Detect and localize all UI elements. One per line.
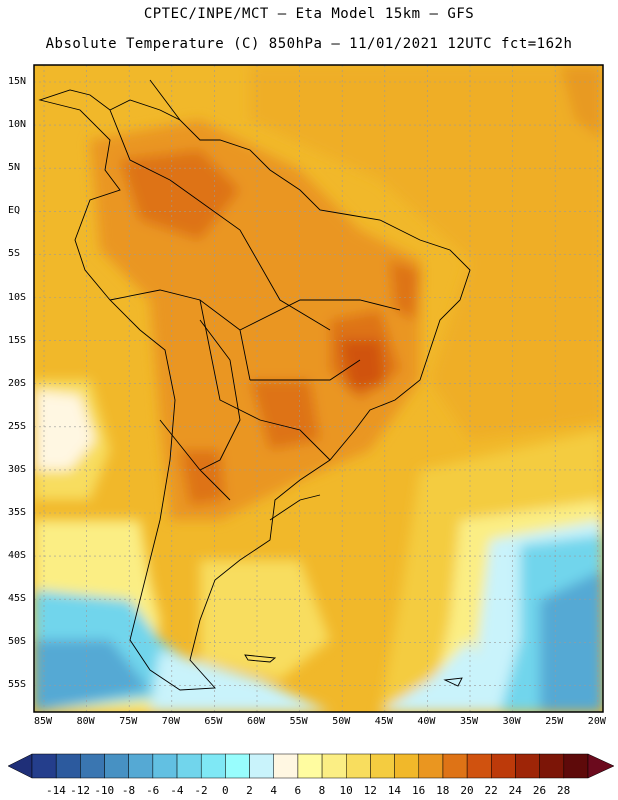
- colorbar-label: 28: [557, 784, 571, 797]
- colorbar-label: 20: [460, 784, 474, 797]
- colorbar-label: 8: [318, 784, 326, 797]
- colorbar-label: 14: [387, 784, 402, 797]
- lon-label: 55W: [289, 716, 308, 727]
- colorbar-label: 2: [246, 784, 253, 797]
- lat-label: 55S: [8, 679, 27, 691]
- colorbar-under-triangle: [7, 753, 33, 779]
- colorbar-swatch: [104, 753, 129, 779]
- lat-label: 20S: [8, 377, 27, 389]
- colorbar-label: -6: [146, 784, 160, 797]
- colorbar-swatch: [249, 753, 274, 779]
- colorbar-swatch: [225, 753, 250, 779]
- colorbar-swatch: [394, 753, 420, 779]
- colorbar-swatch: [128, 753, 154, 779]
- colorbar-over-triangle: [587, 753, 615, 779]
- lon-label: 20W: [587, 716, 606, 727]
- colorbar-label: -8: [121, 784, 136, 797]
- lat-label: EQ: [8, 205, 21, 217]
- lon-label: 35W: [460, 716, 479, 727]
- colorbar-label: -4: [170, 784, 184, 797]
- colorbar-label: 24: [508, 784, 522, 797]
- lon-label: 40W: [417, 716, 436, 727]
- colorbar-swatch: [200, 753, 226, 779]
- colorbar: [7, 753, 615, 779]
- colorbar-swatch: [466, 753, 492, 779]
- colorbar-swatch: [418, 753, 444, 779]
- lon-label: 85W: [34, 716, 53, 727]
- colorbar-swatch: [370, 753, 395, 779]
- lon-label: 50W: [332, 716, 351, 727]
- colorbar-swatch: [321, 753, 347, 779]
- lon-label: 60W: [247, 716, 266, 727]
- lat-label: 5N: [8, 162, 21, 174]
- temperature-field: [34, 65, 603, 712]
- colorbar-label: 26: [532, 784, 547, 797]
- colorbar-swatch: [515, 753, 540, 779]
- colorbar-swatch: [55, 753, 81, 779]
- lon-label: 65W: [204, 716, 223, 727]
- lon-label: 80W: [76, 716, 95, 727]
- lat-label: 45S: [8, 593, 27, 605]
- map-frame: [33, 64, 604, 713]
- colorbar-swatch: [539, 753, 565, 779]
- colorbar-swatch: [563, 753, 589, 779]
- lat-label: 40S: [8, 550, 27, 562]
- colorbar-label: 10: [339, 784, 353, 797]
- colorbar-label: 18: [436, 784, 450, 797]
- colorbar-swatch: [273, 753, 299, 779]
- lat-label: 15S: [8, 334, 27, 346]
- lon-label: 30W: [502, 716, 521, 727]
- colorbar-swatch: [31, 753, 57, 779]
- colorbar-label: -14: [45, 784, 66, 797]
- colorbar-label: -12: [70, 784, 91, 797]
- lat-label: 10S: [8, 291, 27, 303]
- lat-label: 30S: [8, 463, 27, 475]
- lon-label: 75W: [119, 716, 138, 727]
- lat-label: 5S: [8, 248, 21, 260]
- colorbar-label: -10: [94, 784, 115, 797]
- colorbar-swatch: [176, 753, 202, 779]
- colorbar-label: 6: [294, 784, 302, 797]
- lat-label: 50S: [8, 636, 27, 648]
- colorbar-swatch: [346, 753, 371, 779]
- lat-label: 25S: [8, 420, 27, 432]
- colorbar-swatch: [152, 753, 178, 779]
- map-subtitle: Absolute Temperature (C) 850hPa — 11/01/…: [45, 36, 573, 52]
- colorbar-label: 22: [484, 784, 498, 797]
- colorbar-label: 16: [411, 784, 426, 797]
- lat-label: 10N: [8, 119, 27, 131]
- colorbar-swatch: [297, 753, 323, 779]
- colorbar-label: 12: [363, 784, 377, 797]
- lat-label: 15N: [8, 76, 27, 87]
- colorbar-swatch: [491, 753, 516, 779]
- colorbar-swatch: [80, 753, 105, 779]
- lat-label: 35S: [8, 507, 27, 518]
- lon-label: 70W: [161, 716, 180, 727]
- coastlines: [38, 79, 471, 691]
- lon-label: 25W: [545, 716, 564, 727]
- colorbar-label: 4: [270, 784, 277, 797]
- lon-label: 45W: [374, 716, 393, 727]
- colorbar-label: -2: [194, 784, 208, 797]
- colorbar-swatch: [442, 753, 468, 779]
- colorbar-label: 0: [221, 784, 229, 797]
- map-title: CPTEC/INPE/MCT — Eta Model 15km — GFS: [143, 6, 475, 22]
